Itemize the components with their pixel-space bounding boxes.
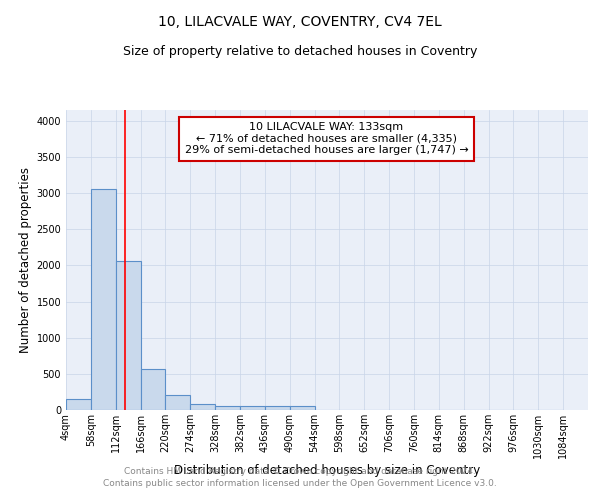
Bar [91,189,116,410]
Bar [240,406,265,410]
Bar [166,395,190,410]
X-axis label: Distribution of detached houses by size in Coventry: Distribution of detached houses by size … [174,464,480,476]
Bar [290,406,314,410]
Y-axis label: Number of detached properties: Number of detached properties [19,167,32,353]
Bar [265,406,290,410]
Text: Contains HM Land Registry data © Crown copyright and database right 2024.
Contai: Contains HM Land Registry data © Crown c… [103,466,497,487]
Text: Size of property relative to detached houses in Coventry: Size of property relative to detached ho… [123,45,477,58]
Bar [116,261,140,410]
Bar [66,399,91,410]
Bar [215,406,240,410]
Bar [140,369,166,410]
Bar [190,404,215,410]
Text: 10, LILACVALE WAY, COVENTRY, CV4 7EL: 10, LILACVALE WAY, COVENTRY, CV4 7EL [158,15,442,29]
Text: 10 LILACVALE WAY: 133sqm
← 71% of detached houses are smaller (4,335)
29% of sem: 10 LILACVALE WAY: 133sqm ← 71% of detach… [185,122,469,156]
